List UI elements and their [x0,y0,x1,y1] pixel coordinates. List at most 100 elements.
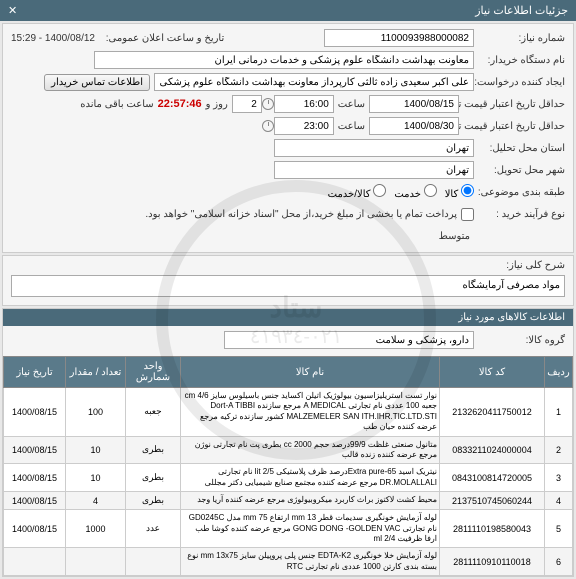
announce-label: تاریخ و ساعت اعلان عمومی: [102,33,229,44]
table-cell: محیط کشت لاکتوز براث کاربرد میکروبیولوژی… [181,492,440,510]
table-cell: 2811110198580043 [440,510,545,548]
header-title: جزئیات اطلاعات نیاز [475,4,568,17]
day-label: روز و [202,99,232,110]
table-header: نام کالا [181,357,440,388]
table-cell: 1 [545,388,573,437]
category-label: طبقه بندی موضوعی: [474,187,569,198]
need-desc-value: مواد مصرفی آرمایشگاه [463,280,561,291]
table-cell: 1400/08/15 [4,464,66,492]
table-cell: جعبه [126,388,181,437]
need-desc-label: شرح کلی نیاز: [502,260,569,271]
table-cell: 0843100814720005 [440,464,545,492]
table-cell: بطری [126,436,181,464]
goods-header: اطلاعات کالاهای مورد نیاز [3,309,573,326]
table-cell: 4 [66,492,126,510]
creator-label: ایجاد کننده درخواست: [474,77,569,88]
radio-goods[interactable] [461,184,474,197]
table-header: واحد شمارش [126,357,181,388]
radio-both-label[interactable]: کالا/خدمت [328,184,387,200]
table-cell: 6 [545,548,573,576]
table-cell: نیتریک اسید Extra pure-65درصد ظرف پلاستی… [181,464,440,492]
table-cell: 1400/08/15 [4,436,66,464]
table-cell: 1400/08/15 [4,510,66,548]
province-label: استان محل تحلیل: [474,143,569,154]
table-cell: 2132620411750012 [440,388,545,437]
table-cell: نوار تست استریلیزاسیون بیولوژیک اتیلن اک… [181,388,440,437]
purchase-checkbox[interactable] [461,208,474,221]
deadline-date-input[interactable] [369,95,459,113]
goods-table: ردیفکد کالانام کالاواحد شمارشتعداد / مقد… [3,356,573,576]
info-section: شماره نیاز: تاریخ و ساعت اعلان عمومی: 14… [2,23,574,253]
table-cell: لوله آزمایش خلا خونگیری EDTA-K2 جنس پلی … [181,548,440,576]
countdown-value: 22:57:46 [158,98,202,110]
announce-value: 1400/08/12 - 15:29 [7,33,99,44]
clock-icon [262,98,274,110]
need-desc-box: مواد مصرفی آرمایشگاه [11,275,565,297]
creator-input[interactable] [154,73,474,91]
table-cell: بطری [126,464,181,492]
radio-service-label[interactable]: خدمت [394,184,436,200]
table-cell [66,548,126,576]
header-bar: جزئیات اطلاعات نیاز ✕ [0,0,576,21]
table-header: ردیف [545,357,573,388]
clock-icon [262,120,274,132]
table-cell: 3 [545,464,573,492]
table-cell: 2137510745060244 [440,492,545,510]
medium-label: متوسط [435,231,474,242]
table-cell: 100 [66,388,126,437]
valid-time-input[interactable] [274,117,334,135]
goods-section: اطلاعات کالاهای مورد نیاز گروه کالا: ردی… [2,308,574,577]
city-input[interactable] [274,161,474,179]
group-input[interactable] [224,331,474,349]
table-cell [126,548,181,576]
remain-label: ساعت باقی مانده [76,99,157,110]
table-cell: 0833211024000004 [440,436,545,464]
province-input[interactable] [274,139,474,157]
table-cell: 1000 [66,510,126,548]
deadline-label: حداقل تاریخ اعتبار قیمت تا تاریخ: [459,99,569,110]
deadline-time-label: ساعت [334,99,369,110]
purchase-label: نوع فرآیند خرید : [474,209,569,220]
table-cell: بطری [126,492,181,510]
group-label: گروه کالا: [474,335,569,346]
valid-label: حداقل تاریخ اعتبار قیمت تا تاریخ: [459,121,569,132]
table-row[interactable]: 12132620411750012نوار تست استریلیزاسیون … [4,388,573,437]
table-cell: 4 [545,492,573,510]
table-header: کد کالا [440,357,545,388]
table-row[interactable]: 30843100814720005نیتریک اسید Extra pure-… [4,464,573,492]
close-icon[interactable]: ✕ [8,4,17,17]
buyer-label: نام دستگاه خریدار: [474,55,569,66]
table-cell [4,548,66,576]
table-cell: 10 [66,436,126,464]
need-no-input[interactable] [324,29,474,47]
valid-time-label: ساعت [334,121,369,132]
radio-both[interactable] [373,184,386,197]
city-label: شهر محل تحویل: [474,165,569,176]
table-row[interactable]: 62811110910110018لوله آزمایش خلا خونگیری… [4,548,573,576]
table-row[interactable]: 42137510745060244محیط کشت لاکتوز براث کا… [4,492,573,510]
table-cell: لوله آزمایش خونگیری سدیمات قطر mm 13 ارت… [181,510,440,548]
table-header: تعداد / مقدار [66,357,126,388]
category-radio-group: کالا خدمت کالا/خدمت [328,184,474,200]
day-input[interactable] [232,95,262,113]
table-row[interactable]: 52811110198580043لوله آزمایش خونگیری سدی… [4,510,573,548]
valid-date-input[interactable] [369,117,459,135]
deadline-time-input[interactable] [274,95,334,113]
need-no-label: شماره نیاز: [474,33,569,44]
need-desc-section: شرح کلی نیاز: مواد مصرفی آرمایشگاه [2,255,574,306]
table-cell: 1400/08/15 [4,388,66,437]
table-cell: 1400/08/15 [4,492,66,510]
radio-service[interactable] [424,184,437,197]
table-cell: 5 [545,510,573,548]
buyer-input[interactable] [94,51,474,69]
table-cell: متانول صنعتی غلظت 99/9درصد حجم 2000 cc ب… [181,436,440,464]
table-cell: عدد [126,510,181,548]
radio-goods-label[interactable]: کالا [445,184,474,200]
table-header: تاریخ نیاز [4,357,66,388]
table-cell: 2 [545,436,573,464]
contact-button[interactable]: اطلاعات تماس خریدار [44,74,150,91]
purchase-chk-label: پرداخت تمام یا بخشی از مبلغ خرید،از محل … [141,209,461,220]
table-row[interactable]: 20833211024000004متانول صنعتی غلظت 99/9د… [4,436,573,464]
table-cell: 10 [66,464,126,492]
table-cell: 2811110910110018 [440,548,545,576]
